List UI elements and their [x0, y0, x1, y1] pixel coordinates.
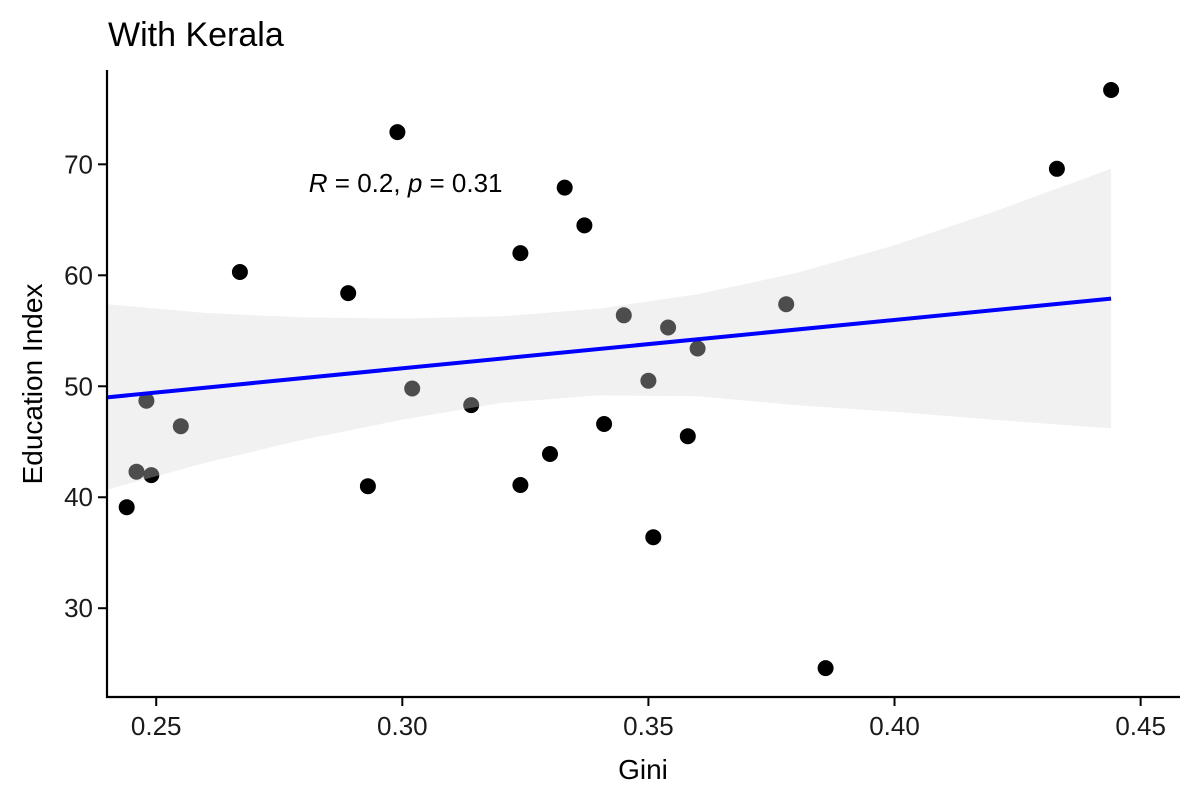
- data-point-15: [556, 179, 573, 196]
- chart-title: With Kerala: [108, 16, 284, 54]
- data-point-11: [463, 397, 480, 414]
- y-tick-label: 40: [64, 482, 93, 512]
- y-axis-title: Education Index: [17, 284, 48, 485]
- r-value: = 0.2,: [328, 168, 408, 198]
- data-point-27: [1103, 82, 1120, 98]
- data-point-14: [542, 446, 558, 462]
- data-point-26: [1048, 160, 1065, 177]
- data-point-19: [640, 372, 657, 389]
- data-point-24: [778, 296, 795, 313]
- data-point-10: [404, 380, 421, 397]
- data-point-18: [615, 307, 632, 324]
- x-tick-label: 0.30: [377, 711, 428, 741]
- data-point-7: [340, 285, 357, 302]
- x-tick-label: 0.45: [1115, 711, 1166, 741]
- x-tick-label: 0.40: [869, 711, 920, 741]
- x-axis-ticks: 0.25 0.30 0.35 0.40 0.45: [131, 697, 1166, 741]
- confidence-band-group: [107, 168, 1112, 490]
- confidence-band-overlay: [107, 168, 1112, 490]
- data-point-12: [512, 245, 529, 262]
- r-symbol: R: [309, 168, 328, 198]
- data-point-3: [138, 392, 155, 409]
- correlation-annotation: R = 0.2, p = 0.31: [309, 168, 503, 198]
- y-axis-ticks: 30 40 50 60 70: [64, 149, 107, 623]
- data-point-9: [389, 124, 406, 141]
- y-tick-label: 60: [64, 260, 93, 290]
- x-tick-label: 0.25: [131, 711, 182, 741]
- points-group: [118, 82, 1120, 677]
- data-point-4: [143, 467, 160, 484]
- p-value: = 0.31: [422, 168, 502, 198]
- data-point-25: [817, 660, 834, 677]
- data-point-16: [576, 217, 593, 234]
- data-point-5: [172, 418, 189, 435]
- x-axis-title: Gini: [618, 754, 668, 785]
- y-tick-label: 50: [64, 371, 93, 401]
- x-tick-label: 0.35: [623, 711, 674, 741]
- y-tick-label: 70: [64, 149, 93, 179]
- data-point-1: [118, 499, 135, 516]
- y-tick-label: 30: [64, 593, 93, 623]
- data-point-13: [512, 477, 529, 493]
- data-point-8: [359, 478, 376, 495]
- data-point-20: [645, 529, 662, 546]
- regression-line-group: [106, 296, 1112, 400]
- data-point-21: [660, 319, 677, 336]
- confidence-band: [107, 168, 1112, 490]
- data-point-2: [128, 463, 145, 480]
- data-point-17: [596, 416, 613, 432]
- data-point-22: [679, 428, 696, 445]
- p-symbol: p: [407, 168, 422, 198]
- data-point-6: [231, 264, 248, 280]
- data-point-23: [689, 340, 706, 357]
- regression-line: [106, 296, 1112, 400]
